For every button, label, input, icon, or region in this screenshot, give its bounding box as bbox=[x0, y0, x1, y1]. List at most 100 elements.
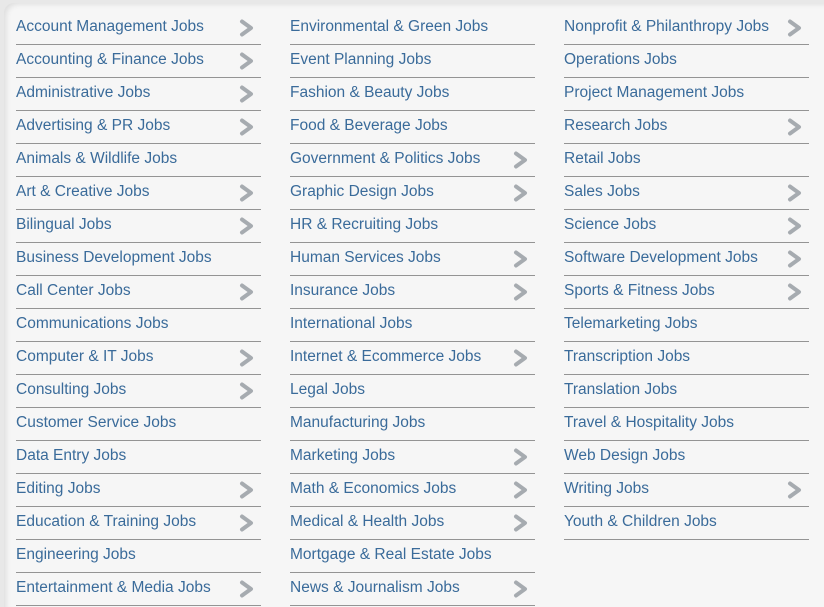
job-category-label: Editing Jobs bbox=[16, 480, 101, 498]
chevron-right-icon bbox=[787, 250, 802, 268]
chevron-right-icon bbox=[239, 580, 254, 598]
job-category-link[interactable]: Manufacturing Jobs bbox=[290, 408, 535, 441]
job-category-link[interactable]: Translation Jobs bbox=[564, 375, 809, 408]
job-category-link[interactable]: Communications Jobs bbox=[16, 309, 261, 342]
job-category-label: Food & Beverage Jobs bbox=[290, 117, 448, 135]
chevron-right-icon bbox=[239, 481, 254, 499]
job-category-link[interactable]: Accounting & Finance Jobs bbox=[16, 45, 261, 78]
job-category-label: Art & Creative Jobs bbox=[16, 183, 150, 201]
job-category-link[interactable]: Project Management Jobs bbox=[564, 78, 809, 111]
job-category-label: Computer & IT Jobs bbox=[16, 348, 154, 366]
job-category-link[interactable]: Art & Creative Jobs bbox=[16, 177, 261, 210]
job-category-link[interactable]: Account Management Jobs bbox=[16, 12, 261, 45]
job-category-label: Event Planning Jobs bbox=[290, 51, 432, 69]
job-category-link[interactable]: Sales Jobs bbox=[564, 177, 809, 210]
job-category-label: Call Center Jobs bbox=[16, 282, 131, 300]
job-category-label: Mortgage & Real Estate Jobs bbox=[290, 546, 492, 564]
job-category-label: Software Development Jobs bbox=[564, 249, 758, 267]
chevron-right-icon bbox=[239, 382, 254, 400]
job-category-link[interactable]: Bilingual Jobs bbox=[16, 210, 261, 243]
job-category-label: Manufacturing Jobs bbox=[290, 414, 426, 432]
job-category-link[interactable]: Consulting Jobs bbox=[16, 375, 261, 408]
job-category-link[interactable]: Youth & Children Jobs bbox=[564, 507, 809, 540]
job-category-link[interactable]: Operations Jobs bbox=[564, 45, 809, 78]
job-category-link[interactable]: Animals & Wildlife Jobs bbox=[16, 144, 261, 177]
job-category-label: Bilingual Jobs bbox=[16, 216, 112, 234]
chevron-right-icon bbox=[513, 448, 528, 466]
job-category-label: Fashion & Beauty Jobs bbox=[290, 84, 450, 102]
chevron-right-icon bbox=[513, 250, 528, 268]
job-category-label: Youth & Children Jobs bbox=[564, 513, 717, 531]
job-category-link[interactable]: Research Jobs bbox=[564, 111, 809, 144]
job-category-link[interactable]: Human Services Jobs bbox=[290, 243, 535, 276]
job-category-label: Human Services Jobs bbox=[290, 249, 441, 267]
job-category-link[interactable]: Engineering Jobs bbox=[16, 540, 261, 573]
job-category-link[interactable]: Computer & IT Jobs bbox=[16, 342, 261, 375]
job-category-link[interactable]: Retail Jobs bbox=[564, 144, 809, 177]
job-category-label: Science Jobs bbox=[564, 216, 657, 234]
job-category-label: Marketing Jobs bbox=[290, 447, 396, 465]
job-category-link[interactable]: Math & Economics Jobs bbox=[290, 474, 535, 507]
job-category-label: Business Development Jobs bbox=[16, 249, 212, 267]
job-category-link[interactable]: Data Entry Jobs bbox=[16, 441, 261, 474]
job-category-label: Entertainment & Media Jobs bbox=[16, 579, 211, 597]
job-category-label: Administrative Jobs bbox=[16, 84, 151, 102]
job-category-label: Engineering Jobs bbox=[16, 546, 136, 564]
job-category-label: Travel & Hospitality Jobs bbox=[564, 414, 734, 432]
job-category-link[interactable]: Customer Service Jobs bbox=[16, 408, 261, 441]
job-category-link[interactable]: Transcription Jobs bbox=[564, 342, 809, 375]
job-category-link[interactable]: Insurance Jobs bbox=[290, 276, 535, 309]
job-category-link[interactable]: Event Planning Jobs bbox=[290, 45, 535, 78]
job-categories-panel: Account Management Jobs Accounting & Fina… bbox=[4, 3, 824, 607]
job-category-link[interactable]: Mortgage & Real Estate Jobs bbox=[290, 540, 535, 573]
job-category-label: Project Management Jobs bbox=[564, 84, 745, 102]
job-category-label: Transcription Jobs bbox=[564, 348, 691, 366]
job-category-label: Account Management Jobs bbox=[16, 18, 204, 36]
job-category-link[interactable]: News & Journalism Jobs bbox=[290, 573, 535, 606]
job-category-link[interactable]: Medical & Health Jobs bbox=[290, 507, 535, 540]
chevron-right-icon bbox=[787, 283, 802, 301]
chevron-right-icon bbox=[513, 481, 528, 499]
job-category-link[interactable]: Internet & Ecommerce Jobs bbox=[290, 342, 535, 375]
job-category-link[interactable]: Fashion & Beauty Jobs bbox=[290, 78, 535, 111]
job-category-link[interactable]: Business Development Jobs bbox=[16, 243, 261, 276]
job-category-label: International Jobs bbox=[290, 315, 413, 333]
job-category-link[interactable]: HR & Recruiting Jobs bbox=[290, 210, 535, 243]
job-category-link[interactable]: Call Center Jobs bbox=[16, 276, 261, 309]
job-category-link[interactable]: Editing Jobs bbox=[16, 474, 261, 507]
chevron-right-icon bbox=[513, 514, 528, 532]
job-category-link[interactable]: Marketing Jobs bbox=[290, 441, 535, 474]
job-category-label: Customer Service Jobs bbox=[16, 414, 177, 432]
job-category-link[interactable]: International Jobs bbox=[290, 309, 535, 342]
job-category-link[interactable]: Sports & Fitness Jobs bbox=[564, 276, 809, 309]
job-category-label: Environmental & Green Jobs bbox=[290, 18, 489, 36]
job-category-label: Internet & Ecommerce Jobs bbox=[290, 348, 482, 366]
job-category-link[interactable]: Telemarketing Jobs bbox=[564, 309, 809, 342]
job-category-link[interactable]: Graphic Design Jobs bbox=[290, 177, 535, 210]
job-category-link[interactable]: Web Design Jobs bbox=[564, 441, 809, 474]
job-category-label: HR & Recruiting Jobs bbox=[290, 216, 439, 234]
job-category-link[interactable]: Advertising & PR Jobs bbox=[16, 111, 261, 144]
job-category-link[interactable]: Entertainment & Media Jobs bbox=[16, 573, 261, 606]
chevron-right-icon bbox=[513, 151, 528, 169]
job-category-label: Sports & Fitness Jobs bbox=[564, 282, 715, 300]
chevron-right-icon bbox=[239, 283, 254, 301]
job-category-link[interactable]: Environmental & Green Jobs bbox=[290, 12, 535, 45]
job-category-link[interactable]: Travel & Hospitality Jobs bbox=[564, 408, 809, 441]
chevron-right-icon bbox=[787, 481, 802, 499]
job-category-link[interactable]: Government & Politics Jobs bbox=[290, 144, 535, 177]
job-category-link[interactable]: Nonprofit & Philanthropy Jobs bbox=[564, 12, 809, 45]
job-category-label: Translation Jobs bbox=[564, 381, 678, 399]
job-category-label: Advertising & PR Jobs bbox=[16, 117, 171, 135]
job-category-link[interactable]: Legal Jobs bbox=[290, 375, 535, 408]
job-category-link[interactable]: Software Development Jobs bbox=[564, 243, 809, 276]
job-category-link[interactable]: Food & Beverage Jobs bbox=[290, 111, 535, 144]
job-category-label: Data Entry Jobs bbox=[16, 447, 127, 465]
job-category-link[interactable]: Administrative Jobs bbox=[16, 78, 261, 111]
job-category-label: Accounting & Finance Jobs bbox=[16, 51, 204, 69]
job-category-link[interactable]: Science Jobs bbox=[564, 210, 809, 243]
job-category-link[interactable]: Education & Training Jobs bbox=[16, 507, 261, 540]
chevron-right-icon bbox=[239, 85, 254, 103]
job-category-link[interactable]: Writing Jobs bbox=[564, 474, 809, 507]
chevron-right-icon bbox=[513, 349, 528, 367]
